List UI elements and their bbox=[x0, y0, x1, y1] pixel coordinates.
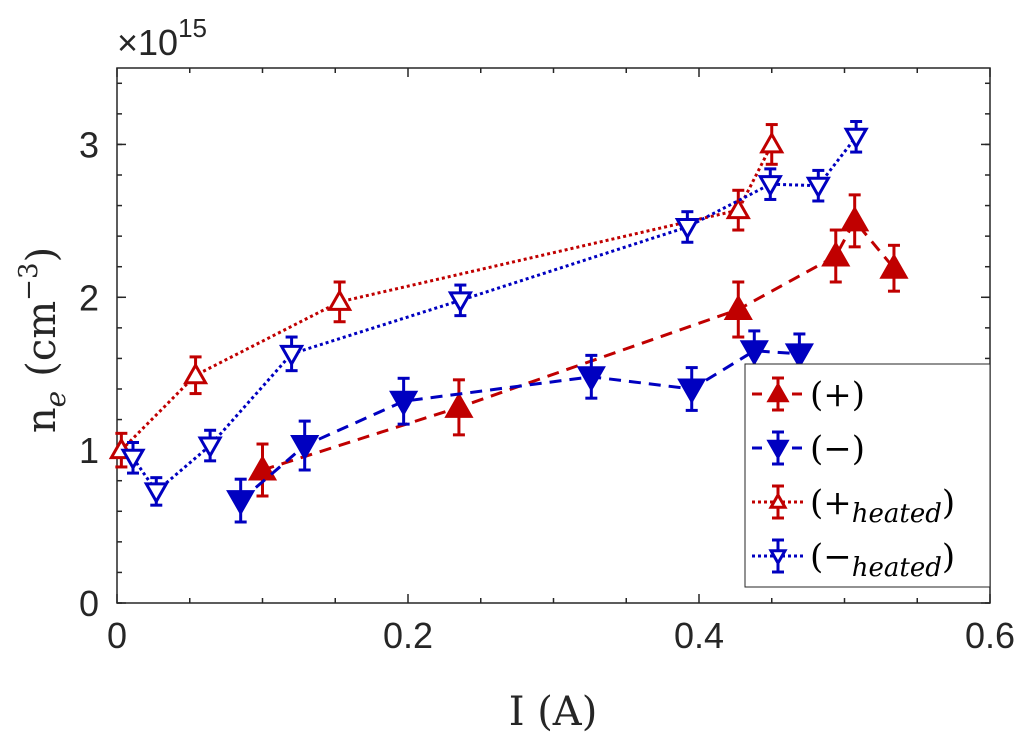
legend-marker bbox=[766, 381, 790, 403]
legend-item-2: (+heated) bbox=[752, 483, 955, 529]
legend: (+) (−) (+heated) (−heated) bbox=[744, 363, 991, 588]
y-tick-label: 1 bbox=[79, 430, 99, 471]
series-2 bbox=[108, 123, 785, 469]
y-axis-label: ne(cm−3) bbox=[14, 247, 72, 433]
series-0 bbox=[247, 193, 909, 498]
data-point bbox=[389, 390, 419, 417]
data-point bbox=[739, 340, 769, 366]
axis-ticks: 0 0.2 0.4 0.6 0 1 2 3 bbox=[79, 68, 1015, 656]
data-point bbox=[182, 362, 209, 385]
data-point bbox=[143, 482, 169, 505]
x-tick-label: 0 bbox=[107, 615, 127, 656]
x-tick-label: 0.6 bbox=[965, 615, 1015, 656]
data-point bbox=[197, 436, 223, 459]
y-multiplier: ×1015 bbox=[117, 13, 207, 63]
series-layer bbox=[108, 120, 909, 524]
y-tick-label: 3 bbox=[79, 124, 99, 165]
data-point bbox=[327, 288, 353, 311]
data-point bbox=[226, 490, 256, 516]
legend-label: (−) bbox=[810, 429, 865, 469]
data-point bbox=[879, 253, 909, 279]
data-point bbox=[725, 197, 751, 220]
data-point bbox=[821, 240, 851, 267]
series-3 bbox=[120, 120, 869, 507]
legend-label: (−heated) bbox=[810, 537, 955, 583]
data-point bbox=[757, 175, 783, 198]
data-point bbox=[677, 378, 707, 405]
legend-marker bbox=[768, 491, 788, 509]
x-tick-label: 0.2 bbox=[383, 615, 433, 656]
y-tick-label: 2 bbox=[79, 277, 99, 318]
data-point bbox=[444, 392, 474, 418]
data-point bbox=[247, 454, 278, 481]
data-point bbox=[843, 127, 869, 150]
data-point bbox=[805, 176, 831, 199]
legend-item-3: (−heated) bbox=[752, 537, 955, 583]
data-point bbox=[447, 291, 473, 314]
legend-marker bbox=[766, 439, 790, 461]
legend-marker bbox=[768, 549, 788, 567]
data-point bbox=[576, 366, 606, 392]
data-point bbox=[723, 294, 753, 321]
data-point bbox=[290, 435, 320, 461]
data-point bbox=[674, 217, 700, 240]
x-axis-label: I (A) bbox=[509, 689, 598, 735]
legend-item-1: (−) bbox=[752, 429, 865, 469]
svg-text:ne(cm−3): ne(cm−3) bbox=[14, 247, 72, 433]
x-tick-label: 0.4 bbox=[674, 615, 724, 656]
series-line bbox=[131, 135, 858, 494]
data-point bbox=[840, 205, 870, 232]
legend-item-0: (+) bbox=[752, 375, 865, 415]
data-point bbox=[120, 448, 146, 471]
y-tick-label: 0 bbox=[79, 583, 99, 624]
legend-label: (+heated) bbox=[810, 483, 955, 529]
data-point bbox=[759, 131, 785, 154]
data-point bbox=[784, 343, 814, 369]
legend-label: (+) bbox=[810, 375, 865, 415]
data-point bbox=[279, 344, 305, 367]
